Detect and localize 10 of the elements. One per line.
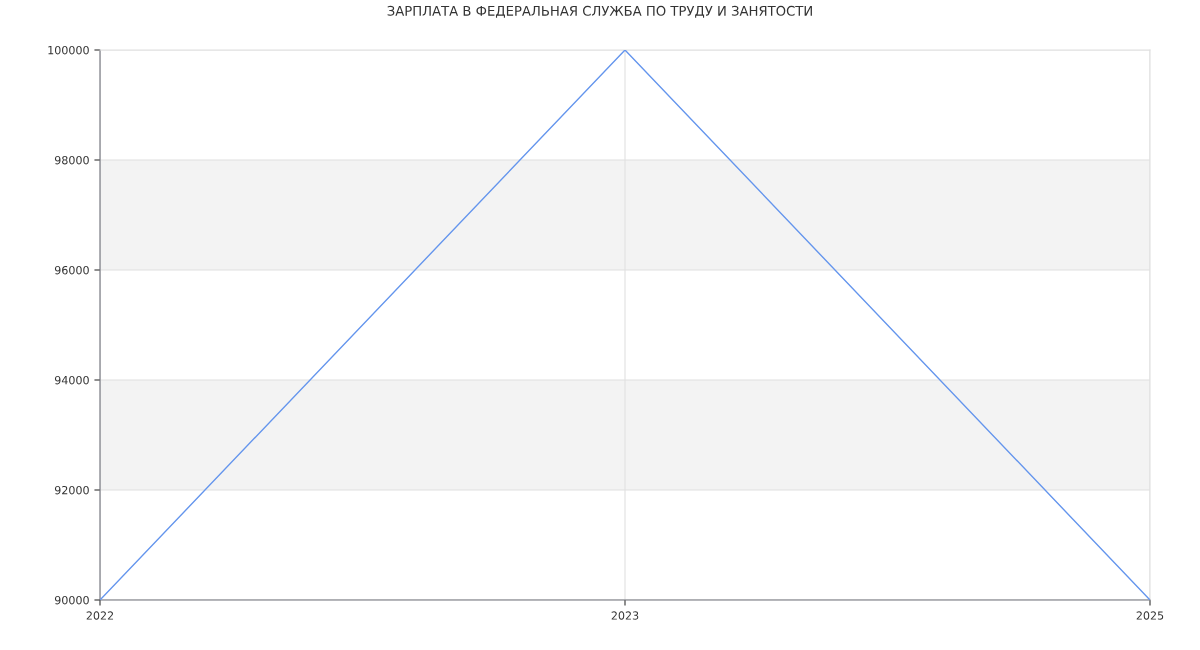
y-tick-label: 98000	[54, 155, 89, 165]
y-tick-label: 90000	[54, 595, 89, 605]
x-tick-label: 2022	[86, 611, 114, 620]
chart-title: ЗАРПЛАТА В ФЕДЕРАЛЬНАЯ СЛУЖБА ПО ТРУДУ И ЗАНЯТОСТИ	[387, 5, 812, 18]
y-tick-label: 96000	[54, 265, 89, 275]
x-tick-label: 2023	[611, 611, 639, 620]
y-tick-label: 92000	[54, 485, 89, 495]
y-tick-label: 100000	[48, 45, 89, 55]
x-tick-label: 2025	[1136, 611, 1164, 620]
y-tick-label: 94000	[54, 375, 89, 385]
